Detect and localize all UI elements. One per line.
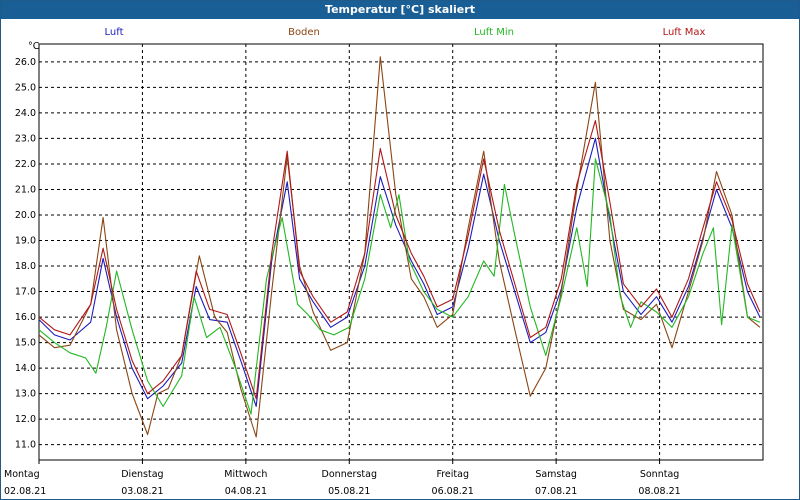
y-tick-label: 22.0 [15,159,36,170]
x-tick-date: 07.08.21 [535,486,577,497]
y-tick-label: 18.0 [15,261,36,272]
y-axis: 11.0 12.0 13.0 14.0 15.0 16.0 17.0 18.0 19.0 20.0… [15,41,40,451]
x-tick-date: 02.08.21 [4,486,46,497]
x-tick-date: 04.08.21 [225,486,267,497]
grid [39,44,763,460]
legend: Luft Boden Luft Min Luft Max [105,27,706,38]
x-tick-date: 03.08.21 [121,486,163,497]
y-tick-label: 21.0 [15,184,36,195]
y-tick-label: 15.0 [15,338,36,349]
x-tick-day: Sonntag [640,469,679,480]
y-tick-label: 14.0 [15,363,36,374]
y-tick-label: 20.0 [15,210,36,221]
x-tick-date: 05.08.21 [328,486,370,497]
legend-entry: Boden [288,27,320,38]
series-line-luft-min [38,158,761,415]
y-axis-unit: °C [28,41,40,52]
y-tick-label: 17.0 [15,287,36,298]
legend-entry: Luft Min [474,27,514,38]
series-line-boden [38,56,761,438]
legend-entry: Luft [105,27,124,38]
legend-entry: Luft Max [663,27,706,38]
x-tick-day: Freitag [436,469,469,480]
window-title: Temperatur [°C] skaliert [1,1,799,19]
x-tick-day: Donnerstag [322,469,377,480]
x-tick-day: Samstag [535,469,577,480]
x-tick-day: Dienstag [121,469,163,480]
x-axis: Montag 02.08.21 Dienstag 03.08.21 Mittwoch 04… [4,460,681,497]
y-tick-label: 11.0 [15,440,36,451]
x-tick-date: 06.08.21 [432,486,474,497]
y-tick-label: 23.0 [15,133,36,144]
x-tick-day: Mittwoch [224,469,267,480]
x-tick-day: Montag [4,469,40,480]
y-tick-label: 24.0 [15,108,36,119]
y-tick-label: 19.0 [15,236,36,247]
series-line-luft-max [38,120,761,400]
y-tick-label: 12.0 [15,414,36,425]
temperature-chart: Luft Boden Luft Min Luft Max 11.0 12.0 13.0 14… [4,27,764,497]
series-lines [38,56,761,438]
y-tick-label: 26.0 [15,57,36,68]
x-tick-date: 08.08.21 [638,486,680,497]
y-tick-label: 16.0 [15,312,36,323]
y-tick-label: 13.0 [15,389,36,400]
y-tick-label: 25.0 [15,82,36,93]
series-line-luft [38,137,761,407]
